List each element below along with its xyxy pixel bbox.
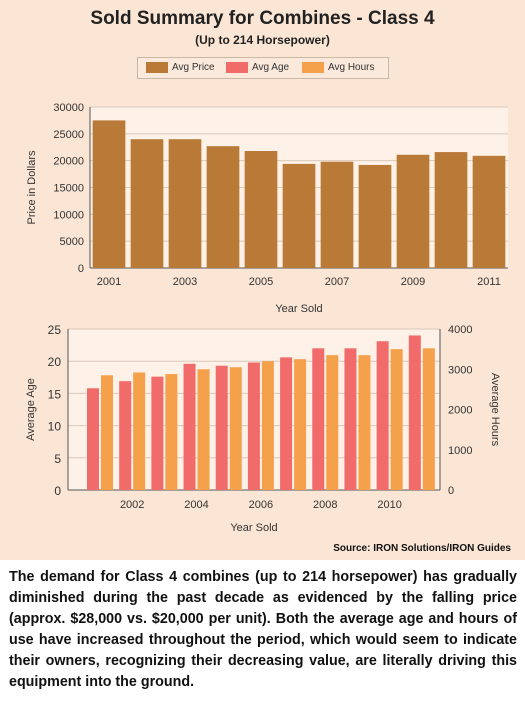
legend-swatch-avg-price: [146, 62, 168, 73]
y-tick-label: 25000: [53, 129, 84, 141]
bar-avg-age: [376, 341, 389, 490]
y-tick-label: 10000: [53, 209, 84, 221]
bar-avg-hours: [326, 355, 339, 490]
y-tick-label-right: 2000: [448, 405, 472, 417]
y-axis-title: Price in Dollars: [26, 150, 38, 224]
legend-swatch-avg-age: [226, 62, 248, 73]
bar-avg-age: [119, 381, 132, 490]
x-tick-label: 2007: [325, 276, 349, 288]
bar-avg-price: [320, 161, 354, 268]
y-tick-label-left: 15: [48, 387, 62, 401]
y-tick-label: 0: [78, 263, 84, 275]
y-tick-label-left: 10: [48, 420, 62, 434]
bar-avg-price: [282, 163, 316, 268]
legend-swatch-avg-hours: [302, 62, 324, 73]
source-note: Source: IRON Solutions/IRON Guides: [333, 543, 511, 554]
bar-avg-price: [396, 154, 430, 268]
y-tick-label: 5000: [60, 236, 84, 248]
bar-avg-age: [87, 388, 99, 490]
bar-avg-hours: [358, 355, 371, 490]
legend-item-avg-age: Avg Age: [226, 62, 289, 73]
y-tick-label-right: 1000: [448, 445, 472, 457]
x-tick-label: 2006: [249, 499, 273, 511]
bar-avg-price: [92, 120, 126, 269]
chart-title: Sold Summary for Combines - Class 4: [90, 8, 435, 29]
legend-item-avg-hours: Avg Hours: [302, 62, 375, 73]
y-tick-label: 15000: [53, 183, 84, 195]
x-tick-label: 2011: [477, 276, 501, 288]
legend: Avg Price Avg Age Avg Hours: [137, 57, 389, 79]
bar-avg-hours: [229, 367, 242, 490]
y-tick-label: 20000: [53, 156, 84, 168]
bar-avg-price: [206, 146, 240, 268]
chart-subtitle: (Up to 214 Horsepower): [195, 33, 330, 47]
y-tick-label-left: 0: [54, 484, 61, 498]
bar-avg-age: [183, 363, 196, 490]
x-axis-title: Year Sold: [230, 522, 277, 534]
legend-label: Avg Hours: [328, 62, 375, 73]
y-tick-label-left: 5: [54, 452, 61, 466]
y-tick-label-left: 20: [48, 355, 62, 369]
y-tick-label-right: 0: [448, 485, 454, 497]
x-tick-label: 2010: [377, 499, 401, 511]
bar-avg-price: [472, 155, 506, 268]
x-tick-label: 2001: [97, 276, 121, 288]
y-axis-title-right: Average Hours: [489, 373, 501, 447]
chart-panel: Sold Summary for Combines - Class 4 (Up …: [0, 0, 525, 560]
bar-avg-hours: [261, 361, 274, 490]
bar-avg-age: [151, 376, 164, 490]
bar-avg-price: [434, 152, 468, 268]
y-tick-label-right: 3000: [448, 364, 472, 376]
bar-avg-hours: [422, 348, 435, 490]
bar-avg-price: [244, 151, 278, 268]
bar-avg-price: [168, 139, 202, 268]
bar-avg-price: [358, 164, 392, 268]
bar-avg-hours: [197, 369, 210, 490]
x-axis-title: Year Sold: [275, 303, 322, 315]
legend-label: Avg Age: [252, 62, 290, 73]
bar-avg-hours: [390, 349, 403, 490]
bar-avg-hours: [101, 375, 113, 490]
bar-avg-hours: [294, 359, 307, 490]
x-tick-label: 2003: [173, 276, 197, 288]
bar-avg-hours: [165, 374, 178, 490]
bar-avg-age: [280, 357, 293, 490]
x-tick-label: 2009: [401, 276, 425, 288]
x-tick-label: 2002: [120, 499, 144, 511]
bar-avg-price: [130, 139, 164, 268]
y-tick-label: 30000: [53, 102, 84, 114]
y-tick-label-right: 4000: [448, 324, 472, 336]
legend-item-avg-price: Avg Price: [146, 62, 215, 73]
bar-avg-age: [344, 348, 357, 490]
y-tick-label-left: 25: [48, 323, 62, 337]
bar-avg-hours: [133, 372, 146, 490]
bar-avg-age: [247, 362, 260, 490]
x-tick-label: 2005: [249, 276, 273, 288]
legend-label: Avg Price: [172, 62, 215, 73]
bar-avg-age: [312, 348, 325, 490]
y-axis-title-left: Average Age: [25, 378, 37, 441]
bar-avg-age: [215, 365, 228, 490]
caption-text: The demand for Class 4 combines (up to 2…: [9, 569, 517, 690]
bar-avg-age: [408, 335, 421, 490]
x-tick-label: 2008: [313, 499, 337, 511]
x-tick-label: 2004: [184, 499, 208, 511]
